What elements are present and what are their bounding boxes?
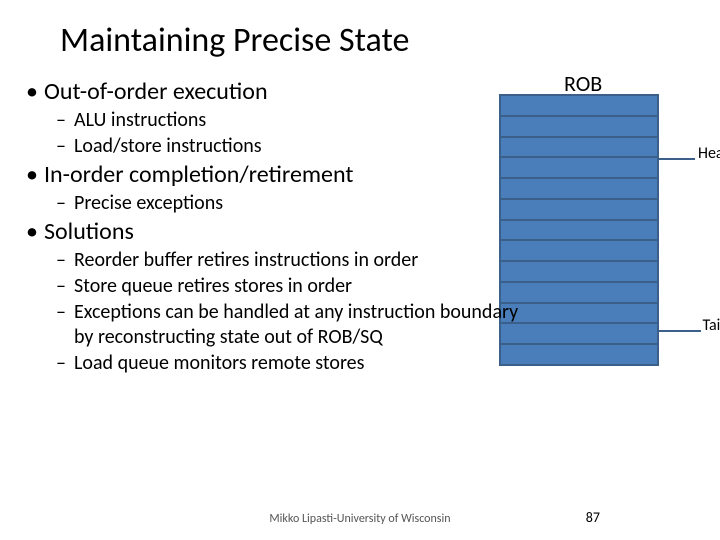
bullet-inorder: In-order completion/retirement [30, 160, 690, 189]
tail-label: Tail [702, 316, 720, 335]
footer-text: Mikko Lipasti-University of Wisconsin [0, 512, 720, 526]
bullet-lq-monitor: Load queue monitors remote stores [30, 351, 690, 376]
bullet-precise-exc: Precise exceptions [30, 191, 690, 216]
head-label: Head [698, 144, 720, 163]
bullet-ooo-exec: Out-of-order execution [30, 77, 690, 106]
bullet-solutions: Solutions [30, 217, 690, 246]
content-area: Out-of-order execution ALU instructions … [30, 77, 690, 376]
slide-title: Maintaining Precise State [30, 20, 690, 61]
page-number: 87 [586, 509, 600, 526]
bullet-exc-handle: Exceptions can be handled at any instruc… [30, 300, 520, 350]
bullet-rob-retire: Reorder buffer retires instructions in o… [30, 248, 690, 273]
bullet-loadstore: Load/store instructions [30, 134, 690, 159]
bullet-alu: ALU instructions [30, 108, 690, 133]
slide: Maintaining Precise State ROB Head Tail … [0, 0, 720, 540]
bullet-sq-retire: Store queue retires stores in order [30, 274, 690, 299]
